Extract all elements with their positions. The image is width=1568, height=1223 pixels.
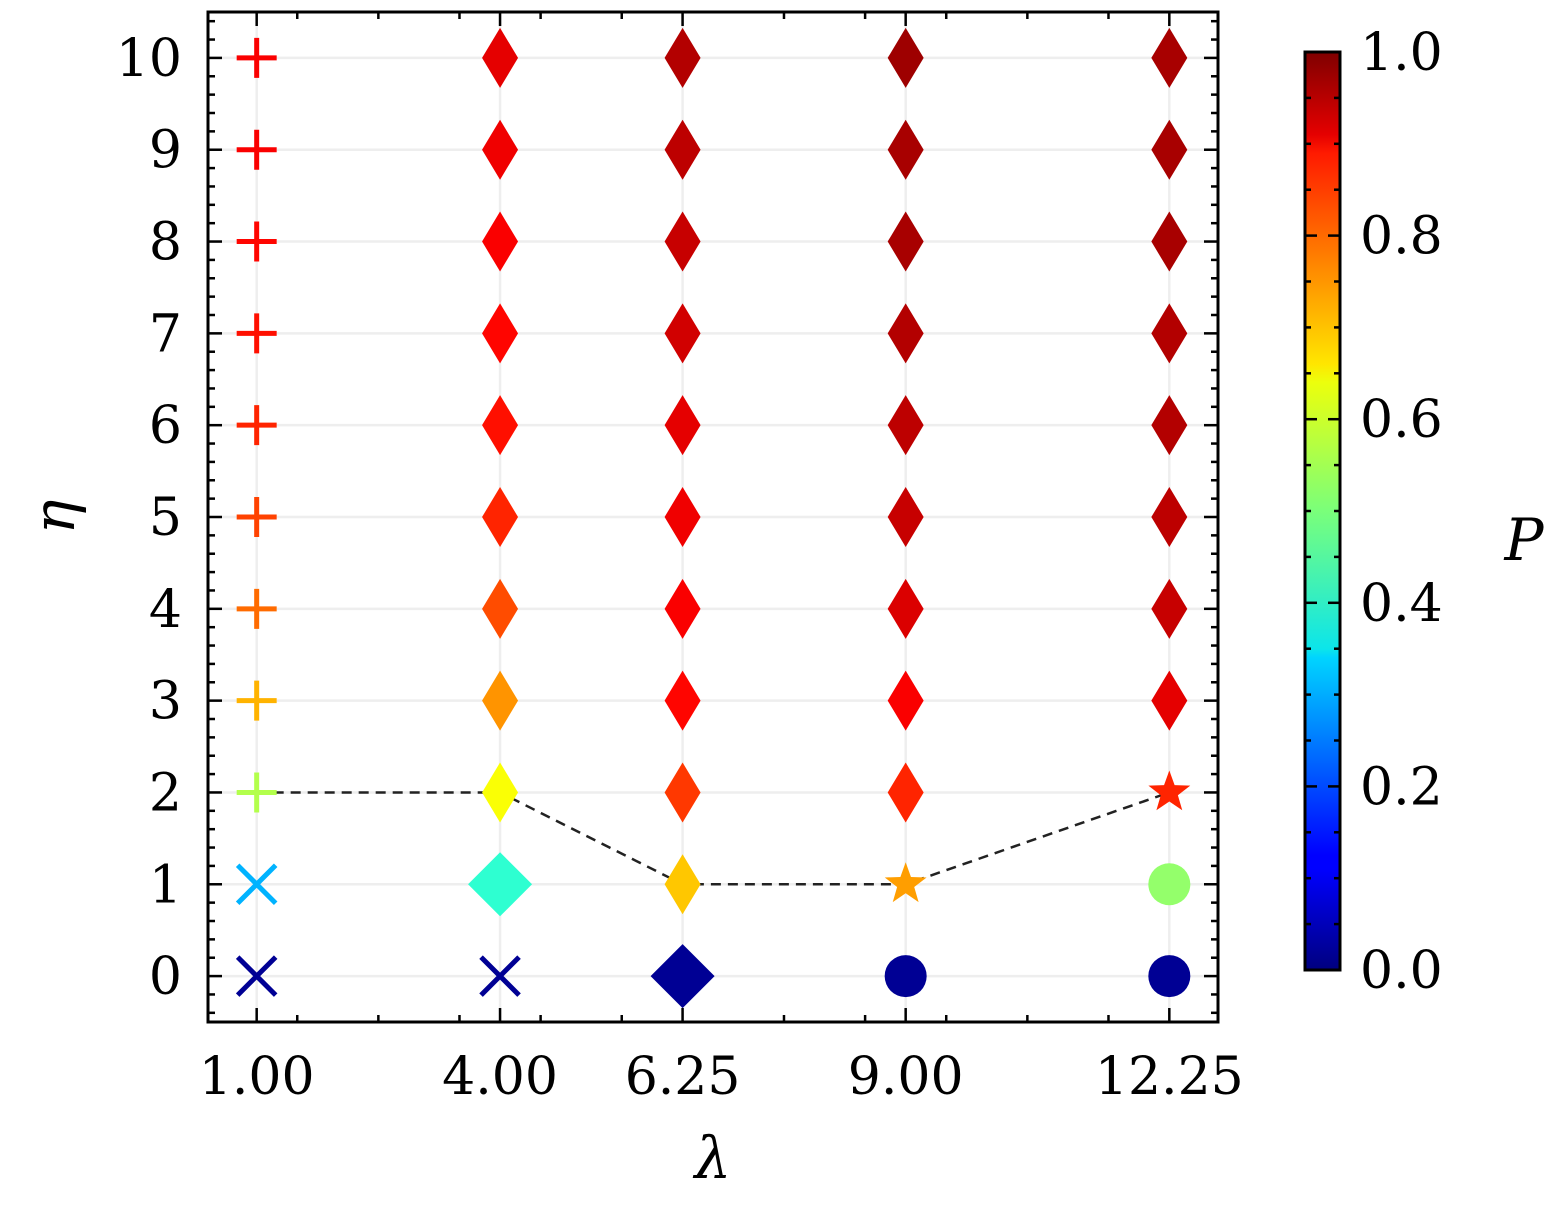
marker-plus — [236, 680, 277, 721]
y-tick-label: 7 — [149, 304, 182, 364]
marker-thin-diamond — [1151, 578, 1188, 639]
marker-thin-diamond — [887, 211, 924, 272]
axis-ticks — [208, 12, 1218, 1022]
marker-thin-diamond — [887, 762, 924, 823]
marker-thin-diamond — [664, 211, 701, 272]
boundary-line — [256, 791, 1170, 886]
marker-thin-diamond — [664, 854, 701, 915]
marker-thin-diamond — [887, 670, 924, 731]
marker-circle — [1148, 955, 1191, 998]
marker-x — [235, 863, 278, 906]
marker-thin-diamond — [664, 578, 701, 639]
marker-thin-diamond — [887, 578, 924, 639]
colorbar-tick-label: 0.2 — [1360, 757, 1443, 817]
marker-x — [479, 955, 521, 997]
marker-thin-diamond — [482, 762, 519, 823]
x-tick-label: 9.00 — [848, 1047, 964, 1107]
y-tick-label: 2 — [149, 763, 182, 823]
marker-thin-diamond — [664, 27, 701, 88]
marker-thin-diamond — [664, 303, 701, 364]
marker-thin-diamond — [1151, 487, 1188, 547]
marker-plus — [236, 129, 277, 170]
colorbar: 0.0 0.2 0.4 0.6 0.8 1.0 — [1303, 23, 1443, 1001]
marker-plus — [236, 588, 277, 629]
marker-plus — [236, 37, 277, 78]
marker-thin-diamond — [664, 395, 701, 456]
marker-plus — [236, 405, 277, 446]
x-tick-label: 1.00 — [199, 1047, 315, 1107]
marker-thin-diamond — [887, 119, 924, 180]
marker-thin-diamond — [887, 487, 924, 547]
data-markers — [235, 27, 1191, 1009]
y-tick-label: 4 — [149, 580, 182, 640]
marker-thin-diamond — [482, 303, 519, 364]
marker-thin-diamond — [1151, 395, 1188, 456]
colorbar-tick-label: 0.0 — [1360, 941, 1443, 1001]
marker-x — [235, 955, 278, 997]
x-tick-labels: 1.00 4.00 6.25 9.00 12.25 — [199, 1047, 1244, 1107]
marker-thin-diamond — [887, 303, 924, 364]
marker-star — [884, 862, 927, 903]
marker-thin-diamond — [664, 762, 701, 823]
marker-big-diamond — [650, 944, 715, 1009]
phase-boundary — [256, 791, 1170, 886]
y-tick-label: 8 — [149, 213, 182, 273]
colorbar-tick-label: 0.4 — [1360, 574, 1443, 634]
grid-lines — [208, 12, 1218, 1022]
marker-plus — [236, 221, 277, 262]
y-tick-label: 6 — [149, 396, 182, 456]
marker-circle — [884, 955, 927, 998]
marker-thin-diamond — [1151, 119, 1188, 180]
x-axis-label: λ — [693, 1124, 732, 1192]
marker-plus — [236, 313, 277, 354]
marker-thin-diamond — [664, 670, 701, 731]
marker-star — [1148, 770, 1191, 811]
marker-thin-diamond — [482, 487, 519, 547]
colorbar-tick-label: 0.6 — [1360, 390, 1443, 450]
y-tick-label: 1 — [149, 855, 182, 915]
marker-thin-diamond — [482, 670, 519, 731]
marker-plus — [236, 497, 277, 537]
y-tick-label: 3 — [149, 672, 182, 732]
colorbar-tick-label: 0.8 — [1360, 207, 1443, 267]
marker-thin-diamond — [664, 119, 701, 180]
marker-thin-diamond — [482, 119, 519, 180]
x-tick-label: 6.25 — [625, 1047, 741, 1107]
marker-thin-diamond — [1151, 303, 1188, 364]
marker-thin-diamond — [482, 27, 519, 88]
y-tick-label: 9 — [149, 121, 182, 181]
marker-thin-diamond — [482, 395, 519, 456]
marker-big-diamond — [468, 852, 533, 917]
marker-circle — [1148, 863, 1191, 906]
marker-thin-diamond — [1151, 27, 1188, 88]
y-tick-label: 5 — [149, 488, 182, 548]
colorbar-label: P — [1503, 506, 1544, 574]
y-axis-label: η — [20, 499, 88, 534]
y-tick-labels: 0 1 2 3 4 5 6 7 8 9 10 — [116, 29, 182, 1007]
colorbar-tick-label: 1.0 — [1360, 23, 1443, 83]
x-tick-label: 4.00 — [442, 1047, 558, 1107]
y-tick-label: 10 — [116, 29, 182, 89]
y-tick-label: 0 — [149, 947, 182, 1007]
x-tick-label: 12.25 — [1095, 1047, 1244, 1107]
marker-thin-diamond — [664, 487, 701, 547]
marker-thin-diamond — [1151, 670, 1188, 731]
marker-thin-diamond — [482, 578, 519, 639]
marker-thin-diamond — [482, 211, 519, 272]
marker-plus — [236, 772, 277, 813]
marker-thin-diamond — [1151, 211, 1188, 272]
marker-thin-diamond — [887, 27, 924, 88]
marker-thin-diamond — [887, 395, 924, 456]
